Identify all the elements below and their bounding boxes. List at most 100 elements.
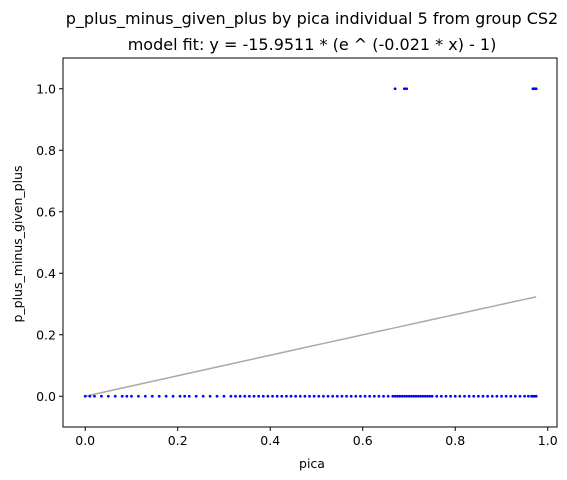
y-tick-label: 0.0 xyxy=(36,389,56,404)
data-point xyxy=(317,394,321,398)
data-point xyxy=(243,394,247,398)
data-point xyxy=(405,394,409,398)
data-point xyxy=(435,394,439,398)
data-point xyxy=(513,394,517,398)
data-point xyxy=(412,394,416,398)
data-point xyxy=(421,394,425,398)
x-tick-label: 0.2 xyxy=(168,433,188,448)
data-point xyxy=(416,394,420,398)
data-point xyxy=(248,394,251,398)
data-point xyxy=(215,394,219,398)
data-point xyxy=(354,394,358,398)
data-point xyxy=(275,394,279,398)
data-point xyxy=(257,394,261,398)
data-point xyxy=(120,394,124,398)
data-point xyxy=(280,394,284,398)
y-tick-label: 0.2 xyxy=(36,327,56,342)
data-point xyxy=(472,394,476,398)
data-point xyxy=(481,394,485,398)
y-tick-label: 0.4 xyxy=(36,266,56,281)
data-point xyxy=(402,394,406,398)
data-point xyxy=(229,394,233,398)
data-point xyxy=(398,394,402,398)
data-point xyxy=(414,394,418,398)
data-point xyxy=(495,394,499,398)
data-point xyxy=(83,394,87,398)
data-point xyxy=(372,394,376,398)
data-point xyxy=(340,394,344,398)
y-axis: 0.0 0.2 0.4 0.6 0.8 1.0 xyxy=(36,81,63,404)
data-point xyxy=(349,394,353,398)
fit-line xyxy=(85,296,537,397)
axes-frame xyxy=(62,57,558,428)
chart-subtitle: model fit: y = -15.9511 * (e ^ (-0.021 *… xyxy=(128,35,497,54)
data-point xyxy=(509,394,513,398)
data-point xyxy=(303,394,307,398)
data-point xyxy=(400,394,404,398)
data-point xyxy=(490,394,494,398)
data-point xyxy=(409,394,413,398)
data-point xyxy=(308,394,311,398)
data-point xyxy=(113,394,117,398)
x-tick-label: 0.8 xyxy=(445,433,465,448)
data-point xyxy=(335,394,339,398)
data-point xyxy=(428,394,432,398)
data-point xyxy=(518,394,522,398)
data-point xyxy=(377,394,381,398)
data-point xyxy=(405,87,409,91)
data-point xyxy=(407,394,411,398)
x-tick-label: 0.6 xyxy=(353,433,373,448)
x-tick-label: 0.0 xyxy=(75,433,95,448)
data-point xyxy=(534,394,538,398)
data-point xyxy=(331,394,335,398)
data-point xyxy=(463,394,466,398)
data-point xyxy=(150,394,154,398)
data-point xyxy=(458,394,462,398)
points-layer xyxy=(83,87,538,398)
data-point xyxy=(426,394,429,398)
data-point xyxy=(289,394,293,398)
data-point xyxy=(88,394,92,398)
data-point xyxy=(396,394,399,398)
data-point xyxy=(252,394,256,398)
x-tick-label: 0.4 xyxy=(260,433,280,448)
x-axis: 0.0 0.2 0.4 0.6 0.8 1.0 xyxy=(75,427,558,448)
y-axis-label: p_plus_minus_given_plus xyxy=(10,165,25,322)
data-point xyxy=(136,394,140,398)
data-point xyxy=(467,394,471,398)
data-point xyxy=(449,394,453,398)
data-point xyxy=(322,394,325,398)
y-tick-label: 0.6 xyxy=(36,204,56,219)
data-point xyxy=(271,394,274,398)
data-point xyxy=(171,394,175,398)
data-point xyxy=(285,394,288,398)
data-point xyxy=(234,394,237,398)
data-point xyxy=(363,394,367,398)
x-axis-label: pica xyxy=(299,456,325,471)
data-point xyxy=(534,87,538,91)
data-point xyxy=(93,394,96,398)
data-point xyxy=(368,394,372,398)
data-point xyxy=(382,394,385,398)
data-point xyxy=(359,394,362,398)
data-point xyxy=(125,394,129,398)
data-point xyxy=(439,394,443,398)
data-point xyxy=(312,394,316,398)
data-point xyxy=(266,394,270,398)
data-point xyxy=(222,394,226,398)
data-point xyxy=(143,394,147,398)
data-point xyxy=(157,394,161,398)
plot-area: 0.0 0.2 0.4 0.6 0.8 1.0 0.0 0.2 0.4 0.6 0.8 1.0 xyxy=(36,57,558,448)
data-point xyxy=(526,394,530,398)
data-point xyxy=(201,394,205,398)
data-point xyxy=(208,394,212,398)
chart-title: p_plus_minus_given_plus by pica individu… xyxy=(66,9,558,29)
data-point xyxy=(238,394,242,398)
data-point xyxy=(444,394,448,398)
data-point xyxy=(419,394,422,398)
data-point xyxy=(187,394,191,398)
data-point xyxy=(391,394,395,398)
data-point xyxy=(393,87,397,91)
data-point xyxy=(261,394,265,398)
